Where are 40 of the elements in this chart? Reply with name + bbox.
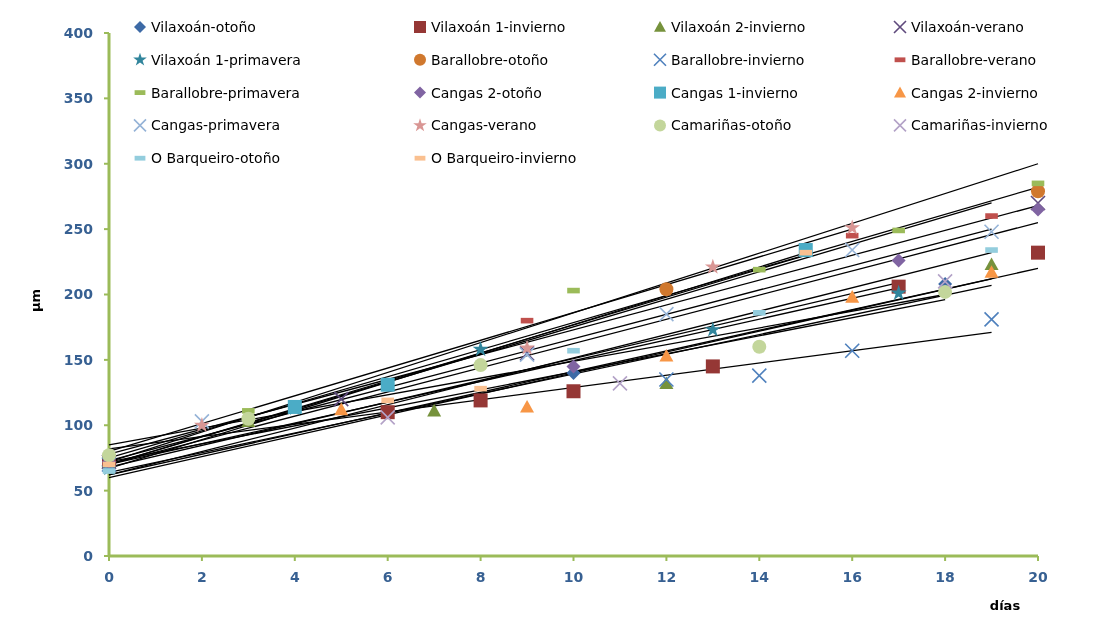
- legend-label: Vilaxoán-otoño: [151, 18, 256, 35]
- x-tick-label: 18: [935, 569, 955, 585]
- x-tick-label: 4: [289, 569, 300, 585]
- y-axis-title: µm: [28, 288, 43, 313]
- x-tick-label: 12: [656, 569, 677, 585]
- legend-label: O Barqueiro-invierno: [431, 150, 577, 167]
- x-tick-label: 0: [104, 569, 115, 585]
- legend-label: Cangas-verano: [431, 117, 537, 134]
- y-tick-label: 400: [63, 24, 94, 41]
- y-tick-label: 150: [63, 351, 94, 368]
- x-tick-label: 10: [563, 569, 584, 585]
- legend-label: Barallobre-verano: [911, 51, 1037, 68]
- x-tick-label: 14: [749, 569, 770, 585]
- legend-label: Vilaxoán 1-invierno: [431, 18, 566, 35]
- legend-label: Cangas 2-otoño: [431, 84, 542, 101]
- legend-label: Camariñas-invierno: [911, 117, 1048, 134]
- y-tick-label: 50: [73, 482, 94, 499]
- legend-label: Barallobre-primavera: [151, 84, 300, 101]
- y-tick-label: 300: [63, 155, 94, 172]
- x-tick-label: 8: [475, 569, 486, 585]
- legend-label: Cangas 1-invierno: [671, 84, 798, 101]
- legend-label: O Barqueiro-otoño: [151, 150, 281, 167]
- legend-label: Vilaxoán 1-primavera: [151, 51, 301, 68]
- legend-label: Vilaxoán-verano: [911, 18, 1024, 35]
- x-axis-title: días: [989, 598, 1021, 613]
- legend-label: Camariñas-otoño: [671, 117, 792, 134]
- y-tick-label: 250: [63, 221, 94, 238]
- x-tick-label: 16: [842, 569, 862, 585]
- legend-label: Barallobre-otoño: [431, 51, 549, 68]
- y-tick-label: 350: [63, 90, 94, 107]
- x-tick-label: 2: [197, 569, 207, 585]
- y-tick-label: 200: [63, 286, 94, 303]
- x-tick-label: 6: [382, 569, 393, 585]
- y-tick-label: 0: [83, 547, 94, 564]
- y-tick-label: 100: [63, 417, 94, 434]
- legend-label: Cangas-primavera: [151, 117, 281, 134]
- legend-label: Barallobre-invierno: [671, 51, 805, 68]
- legend-label: Cangas 2-invierno: [911, 84, 1038, 101]
- legend-label: Vilaxoán 2-invierno: [671, 18, 806, 35]
- x-tick-label: 20: [1028, 569, 1048, 585]
